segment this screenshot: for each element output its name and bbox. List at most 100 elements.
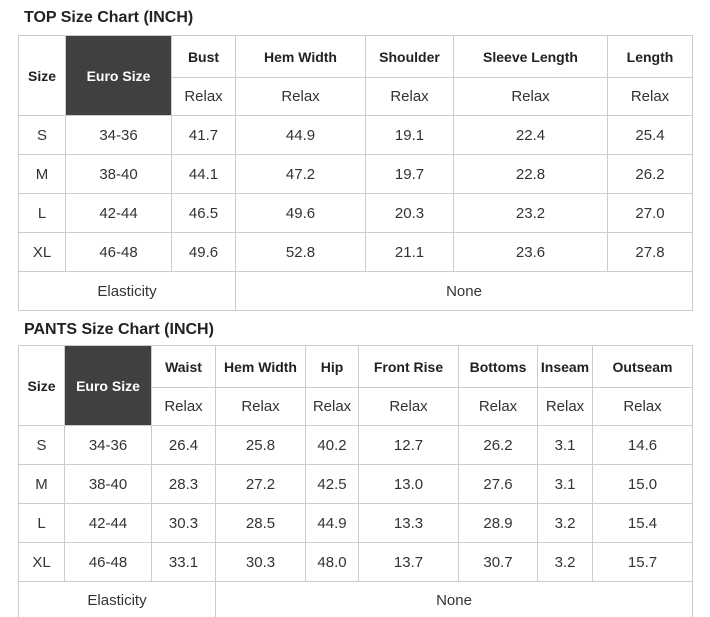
pants-column-header-size: Size [18, 345, 65, 426]
value-cell: 44.9 [235, 115, 366, 155]
value-cell: 28.3 [151, 464, 216, 504]
size-cell: S [18, 425, 65, 465]
value-cell: 41.7 [171, 115, 236, 155]
value-cell: 27.8 [607, 232, 693, 272]
table-row-xl: XL 46-48 49.6 52.8 21.1 23.6 27.8 [18, 232, 693, 272]
size-cell: M [18, 464, 65, 504]
top-fit-row: Relax Relax Relax Relax Relax [19, 77, 693, 116]
pants-fit-row: Relax Relax Relax Relax Relax Relax Rela… [19, 387, 693, 426]
elasticity-row: Elasticity None [18, 581, 693, 617]
value-cell: 44.9 [305, 503, 359, 543]
value-cell: 23.2 [453, 193, 608, 233]
value-cell: 40.2 [305, 425, 359, 465]
table-row-l: L 42-44 46.5 49.6 20.3 23.2 27.0 [18, 193, 693, 233]
value-cell: 26.2 [458, 425, 538, 465]
top-column-header-bust: Bust [171, 35, 236, 78]
value-cell: 23.6 [453, 232, 608, 272]
fit-cell: Relax [171, 77, 236, 116]
size-cell: L [18, 503, 65, 543]
value-cell: 15.4 [592, 503, 693, 543]
top-column-header-sleeve-length: Sleeve Length [453, 35, 608, 78]
top-chart-title: TOP Size Chart (INCH) [24, 9, 194, 26]
top-column-header-length: Length [607, 35, 693, 78]
value-cell: 15.7 [592, 542, 693, 582]
top-column-header-hem-width: Hem Width [235, 35, 366, 78]
value-cell: 14.6 [592, 425, 693, 465]
top-column-header-size: Size [18, 35, 66, 116]
value-cell: 19.7 [365, 154, 454, 194]
value-cell: 42.5 [305, 464, 359, 504]
pants-size-chart-table: Size Euro Size Waist Hem Width Hip Front… [18, 345, 693, 617]
fit-cell: Relax [365, 77, 454, 116]
value-cell: 22.8 [453, 154, 608, 194]
table-row-m: M 38-40 44.1 47.2 19.7 22.8 26.2 [18, 154, 693, 194]
euro-size-cell: 38-40 [65, 154, 172, 194]
table-row-s: S 34-36 41.7 44.9 19.1 22.4 25.4 [18, 115, 693, 155]
value-cell: 25.8 [215, 425, 306, 465]
fit-cell: Relax [537, 387, 593, 426]
value-cell: 3.2 [537, 503, 593, 543]
top-column-header-euro-size: Euro Size [65, 35, 172, 116]
fit-cell: Relax [453, 77, 608, 116]
size-cell: S [18, 115, 66, 155]
value-cell: 44.1 [171, 154, 236, 194]
pants-header-row: Size Euro Size Waist Hem Width Hip Front… [18, 345, 693, 426]
fit-cell: Relax [305, 387, 359, 426]
value-cell: 27.2 [215, 464, 306, 504]
pants-column-header-inseam: Inseam [537, 345, 593, 388]
elasticity-value: None [215, 581, 693, 617]
euro-size-cell: 34-36 [65, 115, 172, 155]
value-cell: 3.1 [537, 464, 593, 504]
size-cell: L [18, 193, 66, 233]
value-cell: 49.6 [171, 232, 236, 272]
value-cell: 21.1 [365, 232, 454, 272]
fit-cell: Relax [358, 387, 459, 426]
pants-column-header-outseam: Outseam [592, 345, 693, 388]
value-cell: 19.1 [365, 115, 454, 155]
value-cell: 27.0 [607, 193, 693, 233]
pants-chart-title: PANTS Size Chart (INCH) [24, 321, 214, 338]
value-cell: 30.3 [215, 542, 306, 582]
fit-cell: Relax [215, 387, 306, 426]
pants-column-header-bottoms: Bottoms [458, 345, 538, 388]
top-column-header-shoulder: Shoulder [365, 35, 454, 78]
pants-column-header-euro-size: Euro Size [64, 345, 152, 426]
value-cell: 3.1 [537, 425, 593, 465]
value-cell: 12.7 [358, 425, 459, 465]
value-cell: 28.9 [458, 503, 538, 543]
fit-cell: Relax [592, 387, 693, 426]
value-cell: 47.2 [235, 154, 366, 194]
value-cell: 52.8 [235, 232, 366, 272]
size-cell: M [18, 154, 66, 194]
elasticity-value: None [235, 271, 693, 311]
euro-size-cell: 46-48 [64, 542, 152, 582]
value-cell: 27.6 [458, 464, 538, 504]
value-cell: 22.4 [453, 115, 608, 155]
value-cell: 46.5 [171, 193, 236, 233]
fit-cell: Relax [607, 77, 693, 116]
euro-size-cell: 38-40 [64, 464, 152, 504]
value-cell: 49.6 [235, 193, 366, 233]
pants-column-header-waist: Waist [151, 345, 216, 388]
value-cell: 30.7 [458, 542, 538, 582]
pants-column-header-hem-width: Hem Width [215, 345, 306, 388]
elasticity-label: Elasticity [18, 271, 236, 311]
value-cell: 13.3 [358, 503, 459, 543]
value-cell: 26.2 [607, 154, 693, 194]
value-cell: 25.4 [607, 115, 693, 155]
table-row-l: L 42-44 30.3 28.5 44.9 13.3 28.9 3.2 15.… [18, 503, 693, 543]
value-cell: 30.3 [151, 503, 216, 543]
value-cell: 20.3 [365, 193, 454, 233]
value-cell: 15.0 [592, 464, 693, 504]
euro-size-cell: 42-44 [64, 503, 152, 543]
size-cell: XL [18, 542, 65, 582]
pants-column-header-hip: Hip [305, 345, 359, 388]
table-row-m: M 38-40 28.3 27.2 42.5 13.0 27.6 3.1 15.… [18, 464, 693, 504]
value-cell: 13.7 [358, 542, 459, 582]
elasticity-row: Elasticity None [18, 271, 693, 311]
top-size-chart-table: Size Euro Size Bust Hem Width Shoulder S… [18, 35, 693, 311]
value-cell: 48.0 [305, 542, 359, 582]
value-cell: 26.4 [151, 425, 216, 465]
table-row-s: S 34-36 26.4 25.8 40.2 12.7 26.2 3.1 14.… [18, 425, 693, 465]
